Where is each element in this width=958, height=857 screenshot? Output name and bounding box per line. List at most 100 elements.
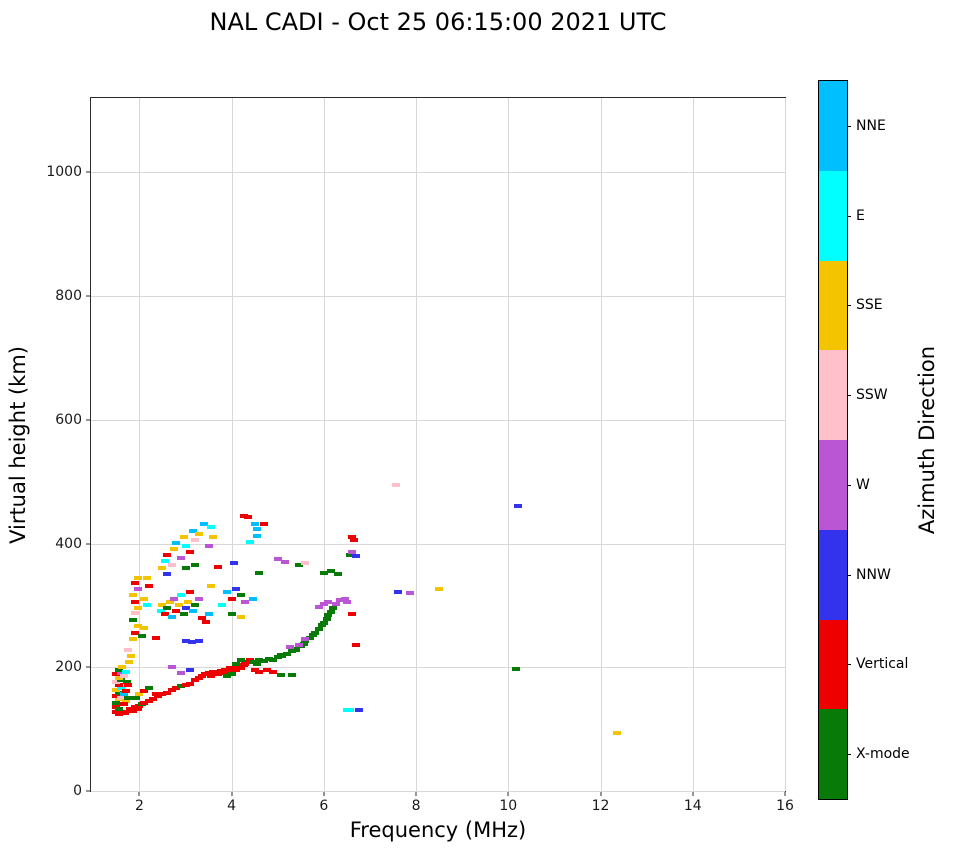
data-point [181, 639, 190, 644]
data-point [292, 647, 301, 652]
data-point [262, 668, 271, 673]
data-point [179, 612, 188, 617]
data-point [151, 635, 160, 640]
data-point [188, 608, 197, 613]
x-tick-label: 2 [134, 798, 144, 814]
data-point [273, 655, 282, 660]
colorbar-tick [847, 125, 851, 127]
y-gridline [91, 543, 785, 545]
y-gridline [91, 419, 785, 421]
data-point [130, 630, 139, 635]
x-gridline [600, 98, 602, 791]
data-point [276, 672, 285, 677]
data-point [207, 673, 216, 678]
data-point [230, 561, 239, 566]
data-point [167, 615, 176, 620]
data-point [218, 670, 227, 675]
x-gridline [139, 98, 141, 791]
data-point [167, 562, 176, 567]
data-point [158, 692, 167, 697]
data-point [158, 565, 167, 570]
data-point [186, 550, 195, 555]
colorbar-tick [847, 305, 851, 307]
data-point [140, 700, 149, 705]
data-point [172, 686, 181, 691]
colorbar-category-label: X-mode [856, 746, 910, 763]
data-point [341, 597, 350, 602]
data-point [324, 613, 333, 618]
x-tick-label: 16 [776, 798, 794, 814]
data-point [223, 669, 232, 674]
data-point [207, 525, 216, 530]
data-point [253, 526, 262, 531]
data-point [259, 521, 268, 526]
data-point [352, 642, 361, 647]
x-tick-label: 12 [591, 798, 610, 814]
data-point [153, 694, 162, 699]
data-point [130, 611, 139, 616]
colorbar-segment-ssw: SSW [819, 350, 888, 440]
data-point [176, 593, 185, 598]
data-point [128, 618, 137, 623]
x-tick-label: 14 [683, 798, 702, 814]
data-point [188, 640, 197, 645]
data-point [195, 638, 204, 643]
data-point [345, 552, 354, 557]
colorbar: NNE E SSE SSW W NNW Vertical X-mode [818, 80, 910, 800]
y-axis-label: Virtual height (km) [4, 97, 32, 792]
data-point [122, 680, 131, 685]
data-point [119, 673, 128, 678]
data-point [253, 534, 262, 539]
x-tick-label: 10 [499, 798, 518, 814]
data-point [435, 586, 444, 591]
data-point [239, 513, 248, 518]
data-point [264, 656, 273, 661]
x-gridline [785, 98, 786, 791]
x-tick-mark [323, 791, 325, 796]
y-tick-label: 800 [55, 287, 82, 304]
colorbar-category-label: SSE [856, 297, 883, 314]
data-point [133, 605, 142, 610]
data-point [190, 602, 199, 607]
data-point [347, 535, 356, 540]
data-point [511, 667, 520, 672]
data-point [179, 534, 188, 539]
colorbar-segment-sse: SSE [819, 260, 883, 351]
data-point [281, 560, 290, 565]
data-point [253, 662, 262, 667]
data-point [186, 667, 195, 672]
data-point [190, 562, 199, 567]
data-point [115, 691, 124, 696]
data-point [161, 559, 170, 564]
data-point [156, 608, 165, 613]
plot-area: 2 4 6 8 10 12 14 16 0 200 400 600 800 1000 [46, 97, 794, 814]
data-point [190, 678, 199, 683]
data-point [144, 698, 153, 703]
data-point [236, 658, 245, 663]
data-point [301, 561, 310, 566]
data-point [318, 623, 327, 628]
data-point [301, 636, 310, 641]
y-tick-label: 0 [73, 783, 82, 799]
y-gridline [91, 667, 785, 669]
data-point [198, 616, 207, 621]
x-tick-mark [138, 791, 140, 796]
data-point [227, 672, 236, 677]
data-point [163, 571, 172, 576]
data-point [133, 587, 142, 592]
x-tick-label: 8 [411, 798, 421, 814]
y-tick-mark [86, 419, 91, 421]
data-point [294, 642, 303, 647]
data-point [135, 692, 144, 697]
data-point [199, 522, 208, 527]
data-point [120, 711, 129, 716]
data-point [213, 565, 222, 569]
y-tick-mark [86, 666, 91, 668]
data-point [342, 600, 351, 605]
data-point [223, 590, 232, 595]
x-gridline [508, 98, 510, 791]
colorbar-axis-label: Azimuth Direction [905, 80, 949, 800]
colorbar-segment-nnw: NNW [819, 529, 891, 620]
x-gridline [231, 98, 233, 791]
